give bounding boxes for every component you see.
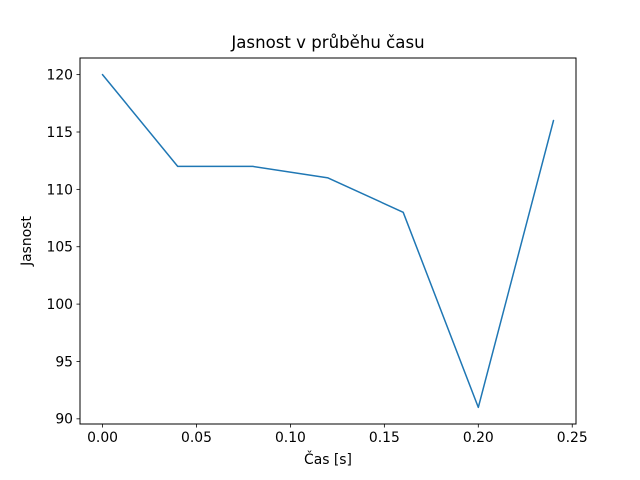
x-tick-label: 0.05: [181, 430, 212, 446]
y-tick-label: 115: [46, 125, 73, 141]
x-axis-label: Čas [s]: [304, 452, 352, 468]
y-tick-label: 110: [46, 182, 73, 198]
x-tick-label: 0.25: [557, 430, 588, 446]
data-line: [101, 73, 555, 409]
x-tick-label: 0.10: [275, 430, 306, 446]
y-tick-label: 90: [55, 412, 73, 428]
y-tick-label: 95: [55, 354, 73, 370]
x-tick-label: 0.00: [87, 430, 118, 446]
y-axis-label: Jasnost: [19, 216, 35, 266]
chart-title: Jasnost v průběhu času: [231, 33, 425, 52]
y-tick-label: 100: [46, 297, 73, 313]
x-tick-label: 0.15: [369, 430, 400, 446]
y-tick-label: 120: [46, 68, 73, 84]
axes-spines: [79, 57, 577, 425]
x-tick-label: 0.20: [463, 430, 494, 446]
y-tick-label: 105: [46, 240, 73, 256]
